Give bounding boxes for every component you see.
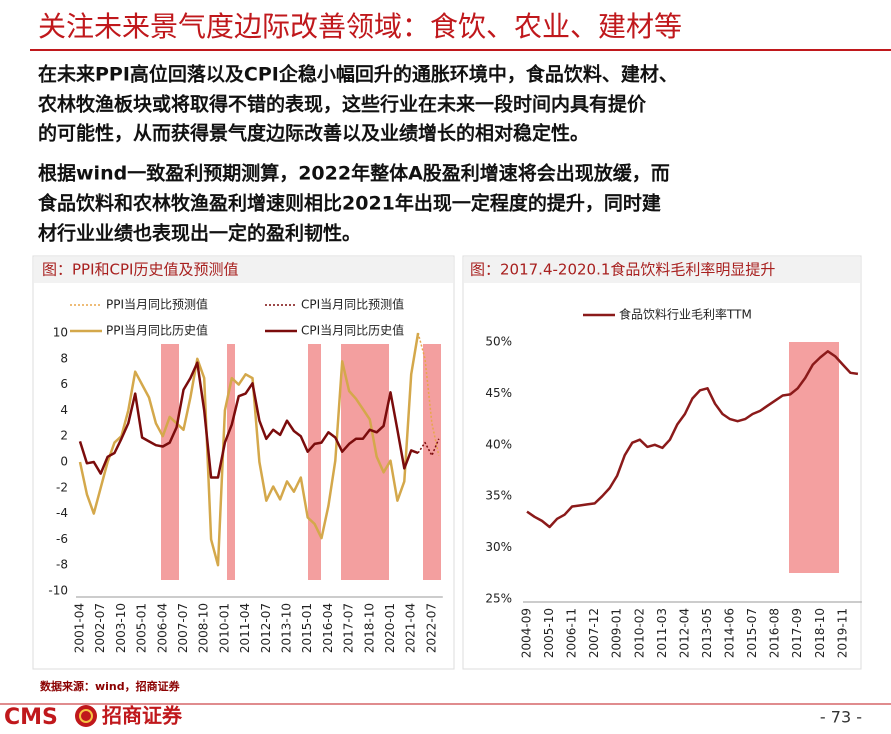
x-tick-label: 2006-11 [565, 608, 579, 658]
x-tick-label: 2010-02 [632, 608, 646, 658]
series-line [78, 361, 419, 479]
x-tick-label: 2014-06 [723, 608, 737, 658]
chart-title-bar [464, 257, 860, 283]
x-tick-label: 2017-09 [790, 608, 804, 658]
highlight-band [341, 344, 389, 580]
highlight-band [308, 344, 321, 580]
x-tick-label: 2001-04 [73, 603, 87, 653]
highlight-band [227, 344, 235, 580]
y-tick-label: 25% [485, 592, 512, 606]
y-tick-label: 6 [60, 377, 68, 391]
x-tick-label: 2007-12 [587, 608, 601, 658]
x-tick-label: 2002-07 [93, 603, 107, 653]
legend-label: CPI当月同比历史值 [301, 323, 404, 338]
series-line [417, 332, 440, 456]
x-tick-label: 2007-07 [176, 603, 190, 653]
x-tick-label: 2021-04 [404, 603, 418, 653]
x-tick-label: 2016-04 [321, 603, 335, 653]
chart-title-bar [34, 257, 453, 283]
x-tick-label: 2012-07 [259, 603, 273, 653]
logo-icon [79, 709, 93, 723]
x-tick-label: 2011-03 [655, 608, 669, 658]
chart-frame [32, 255, 455, 670]
chart-title: 图：2017.4-2020.1食品饮料毛利率明显提升 [470, 261, 775, 279]
y-tick-label: 40% [485, 437, 512, 451]
x-tick-label: 2011-04 [238, 603, 252, 653]
paragraph-line: 根据wind一致盈利预期测算，2022年整体A股盈利增速将会出现放缓，而 [38, 162, 670, 185]
logo-cn: 招商证券 [102, 704, 183, 728]
x-tick-label: 2016-08 [768, 608, 782, 658]
series-line [526, 350, 859, 529]
y-tick-label: -6 [56, 532, 68, 546]
logo-icon [75, 705, 97, 727]
y-tick-label: 4 [60, 403, 68, 417]
x-tick-label: 2004-09 [520, 608, 534, 658]
y-tick-label: -10 [48, 584, 68, 598]
x-tick-label: 2015-01 [300, 603, 314, 653]
paragraph-line: 食品饮料和农林牧渔盈利增速则相比2021年出现一定程度的提升，同时建 [38, 192, 661, 215]
x-tick-label: 2008-10 [197, 603, 211, 653]
y-tick-label: -8 [56, 558, 68, 572]
y-tick-label: 30% [485, 540, 512, 554]
x-tick-label: 2022-07 [424, 603, 438, 653]
legend-label: PPI当月同比预测值 [106, 297, 208, 312]
x-tick-label: 2018-10 [813, 608, 827, 658]
x-tick-label: 2010-01 [217, 603, 231, 653]
x-tick-label: 2003-10 [114, 603, 128, 653]
highlight-band [789, 342, 839, 573]
x-tick-label: 2015-07 [745, 608, 759, 658]
chart-title: 图：PPI和CPI历史值及预测值 [42, 261, 238, 279]
x-tick-label: 2013-05 [700, 608, 714, 658]
x-tick-label: 2012-04 [677, 608, 691, 658]
x-tick-label: 2019-11 [835, 608, 849, 658]
paragraph-line: 材行业业绩也表现出一定的盈利韧性。 [38, 222, 361, 245]
y-tick-label: 0 [60, 455, 68, 469]
series-line [78, 332, 420, 567]
y-tick-label: 10 [53, 326, 68, 340]
y-tick-label: 8 [60, 351, 68, 365]
slide-title: 关注未来景气度边际改善领域：食饮、农业、建材等 [38, 10, 682, 43]
paragraph-line: 的可能性，从而获得景气度边际改善以及业绩增长的相对稳定性。 [38, 122, 589, 145]
logo-text: CMS [4, 705, 58, 730]
highlight-bands [161, 342, 839, 580]
x-tick-label: 2005-01 [135, 603, 149, 653]
page-number: - 73 - [820, 708, 862, 727]
x-tick-label: 2018-10 [362, 603, 376, 653]
highlight-band [161, 344, 179, 580]
source-note: 数据来源：wind，招商证券 [40, 679, 181, 693]
y-tick-label: 2 [60, 429, 68, 443]
legend-label: CPI当月同比预测值 [301, 297, 404, 312]
x-tick-label: 2013-10 [280, 603, 294, 653]
legend-label: PPI当月同比历史值 [106, 323, 208, 338]
x-tick-label: 2005-10 [542, 608, 556, 658]
x-tick-label: 2017-07 [342, 603, 356, 653]
x-tick-label: 2009-01 [610, 608, 624, 658]
y-tick-label: 35% [485, 489, 512, 503]
paragraph-line: 农林牧渔板块或将取得不错的表现，这些行业在未来一段时间内具有提价 [37, 93, 647, 116]
highlight-band [423, 344, 441, 580]
y-tick-label: 50% [485, 335, 512, 349]
y-tick-label: -2 [56, 480, 68, 494]
chart-frame [462, 255, 862, 670]
y-tick-label: 45% [485, 386, 512, 400]
y-tick-label: -4 [56, 506, 68, 520]
legend-label: 食品饮料行业毛利率TTM [619, 307, 752, 322]
paragraph-line: 在未来PPI高位回落以及CPI企稳小幅回升的通胀环境中，食品饮料、建材、 [38, 63, 678, 86]
series-line [417, 438, 440, 457]
x-tick-label: 2006-04 [155, 603, 169, 653]
x-tick-label: 2020-01 [383, 603, 397, 653]
